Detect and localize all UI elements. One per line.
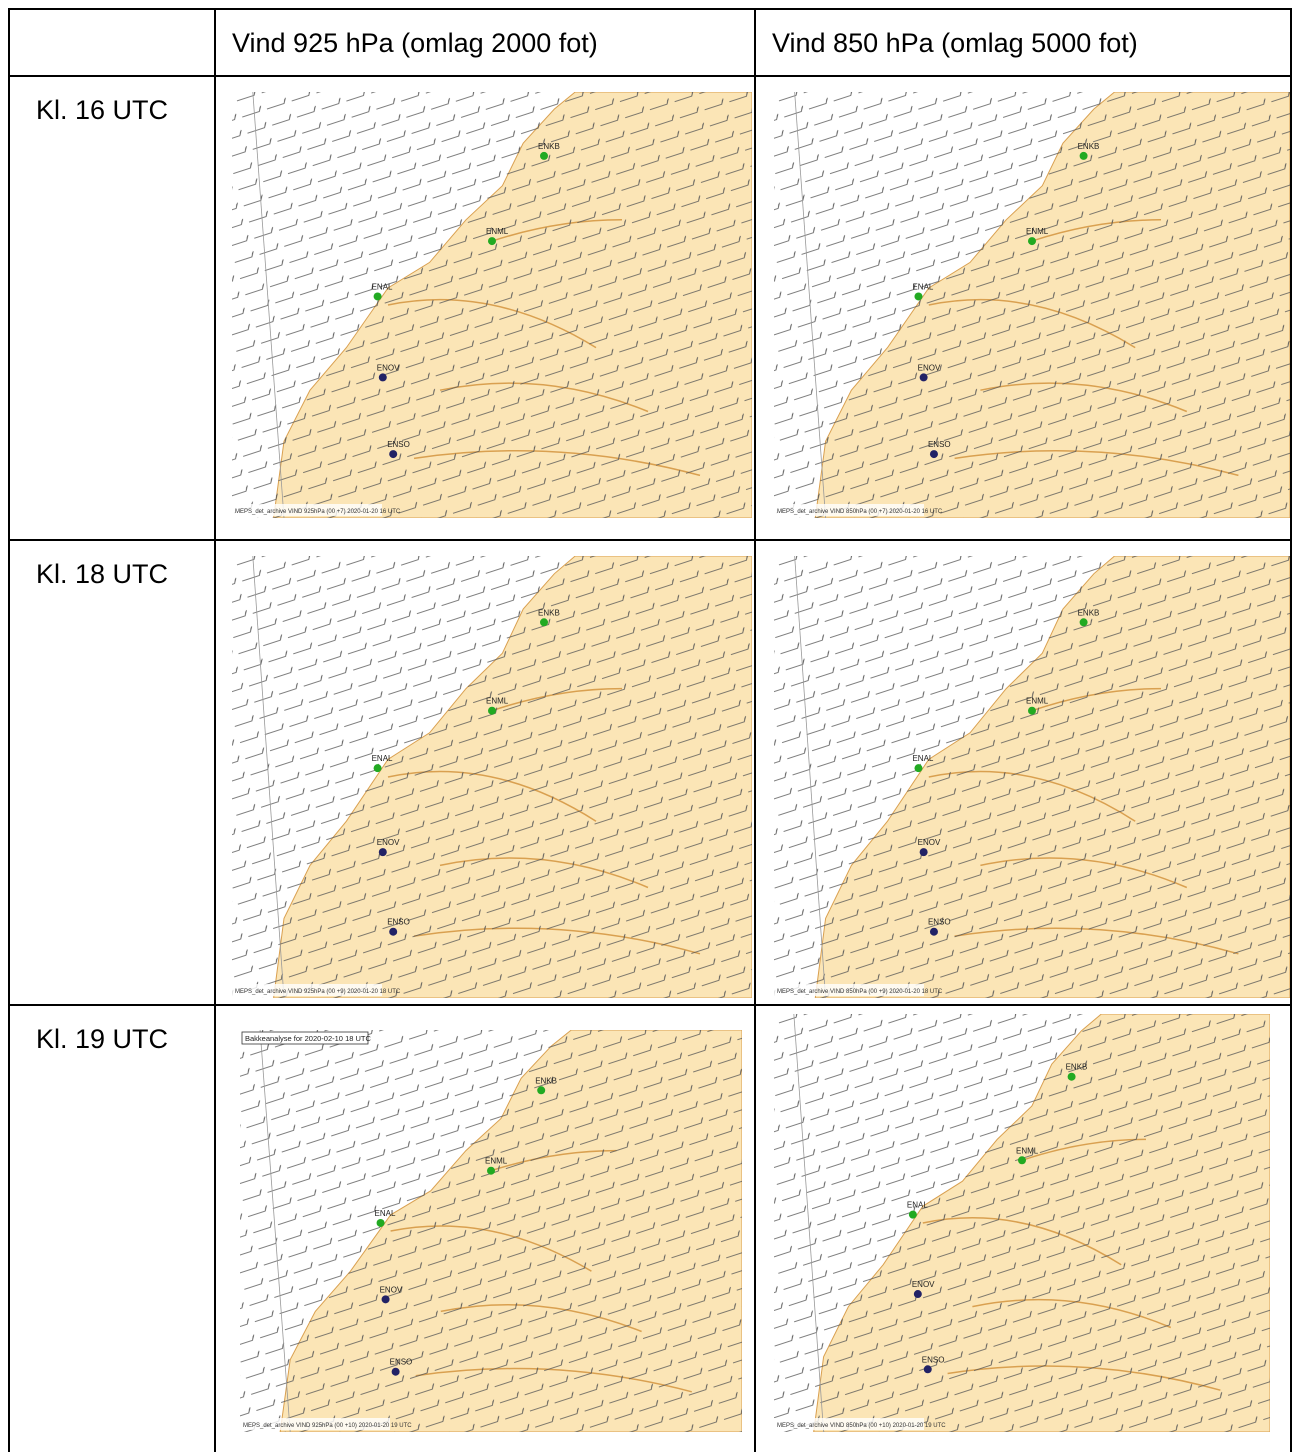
station-label: ENAL [372,754,393,763]
weather-map: ENKB ENML ENAL ENOV ENSO MEPS_det_archive VIN… [774,92,1290,518]
column-header: Vind 850 hPa (omlag 5000 fot) [772,28,1138,59]
weather-map: ENKB ENML ENAL ENOV ENSO MEPS_det_archive VIN… [232,92,752,518]
weather-map: ENKB ENML ENAL ENOV ENSO MEPS_det_archive VIN… [232,556,752,998]
wind-field [774,1014,1270,1432]
station-label: ENKB [1078,608,1100,617]
cell-border [754,8,756,1452]
row-label: Kl. 16 UTC [36,95,168,126]
cell-border [8,8,10,1452]
cell-border [8,75,1292,77]
station-marker [1080,152,1088,160]
station-label: ENSO [928,918,951,927]
cell-border [8,539,1292,541]
station-label: ENOV [377,363,400,372]
station-marker [374,764,382,772]
station-marker [1068,1073,1076,1081]
station-marker [379,848,387,856]
wind-field [232,556,752,998]
map-caption: MEPS_det_archive VIND 925hPa (00 +10) 20… [243,1423,412,1429]
station-marker [537,1086,545,1094]
station-marker [930,450,938,458]
map-caption: MEPS_det_archive VIND 925hPa (00 +7) 202… [235,509,401,515]
page: {"table": { "columns": ["Vind 925 hPa (o… [0,0,1297,1452]
station-marker [377,1219,385,1227]
station-label: ENSO [387,918,410,927]
station-label: ENML [1026,697,1049,706]
station-label: ENSO [390,1358,413,1367]
cell-border [214,8,216,1452]
station-marker [379,373,387,381]
station-marker [920,848,928,856]
map-title: Bakkeanalyse for 2020-02-10 18 UTC [245,1034,371,1043]
station-marker [930,928,938,936]
station-marker [540,152,548,160]
station-marker [914,764,922,772]
station-label: ENSO [922,1355,945,1364]
wind-field [240,1030,742,1432]
map-caption: MEPS_det_archive VIND 850hPa (00 +10) 20… [777,1423,946,1429]
row-label: Kl. 19 UTC [36,1024,168,1055]
station-marker [914,292,922,300]
station-marker [392,1368,400,1376]
station-marker [1080,618,1088,626]
station-label: ENKB [1066,1063,1088,1072]
station-marker [382,1295,390,1303]
wind-field [774,92,1290,518]
row-label: Kl. 18 UTC [36,559,168,590]
cell-border [8,8,1292,10]
cell-border [8,1004,1292,1006]
station-label: ENAL [912,282,933,291]
station-label: ENSO [387,440,410,449]
station-marker [488,707,496,715]
station-marker [909,1211,917,1219]
station-label: ENOV [912,1280,935,1289]
station-label: ENML [1016,1146,1039,1155]
station-label: ENML [486,697,509,706]
station-marker [488,237,496,245]
station-marker [1028,707,1036,715]
station-marker [914,1290,922,1298]
weather-map: ENKB ENML ENAL ENOV ENSO MEPS_det_archive VIN… [774,1014,1270,1432]
station-marker [374,292,382,300]
station-label: ENOV [918,363,941,372]
station-marker [924,1365,932,1373]
wind-field [232,92,752,518]
cell-border [1290,8,1292,1452]
station-marker [487,1167,495,1175]
station-label: ENAL [907,1201,928,1210]
station-label: ENAL [375,1209,396,1218]
column-header: Vind 925 hPa (omlag 2000 fot) [232,28,598,59]
station-marker [540,618,548,626]
station-marker [920,373,928,381]
station-label: ENSO [928,440,951,449]
wind-field [774,556,1290,998]
station-marker [389,450,397,458]
station-label: ENML [485,1157,508,1166]
station-label: ENKB [535,1076,557,1085]
station-label: ENML [1026,227,1049,236]
station-label: ENOV [918,838,941,847]
station-label: ENML [486,227,509,236]
station-label: ENKB [538,142,560,151]
map-caption: MEPS_det_archive VIND 850hPa (00 +9) 202… [777,989,943,995]
station-marker [389,928,397,936]
station-label: ENAL [372,282,393,291]
station-label: ENOV [377,838,400,847]
map-caption: MEPS_det_archive VIND 925hPa (00 +9) 202… [235,989,401,995]
weather-map: ENKB ENML ENAL ENOV ENSO MEPS_det_archive VIN… [774,556,1290,998]
station-label: ENKB [538,608,560,617]
weather-map: ENKB ENML ENAL ENOV ENSO Bakkeanalyse for 202… [240,1030,742,1432]
station-marker [1018,1156,1026,1164]
map-caption: MEPS_det_archive VIND 850hPa (00 +7) 202… [777,509,943,515]
station-label: ENAL [912,754,933,763]
station-label: ENKB [1078,142,1100,151]
station-label: ENOV [380,1285,403,1294]
station-marker [1028,237,1036,245]
